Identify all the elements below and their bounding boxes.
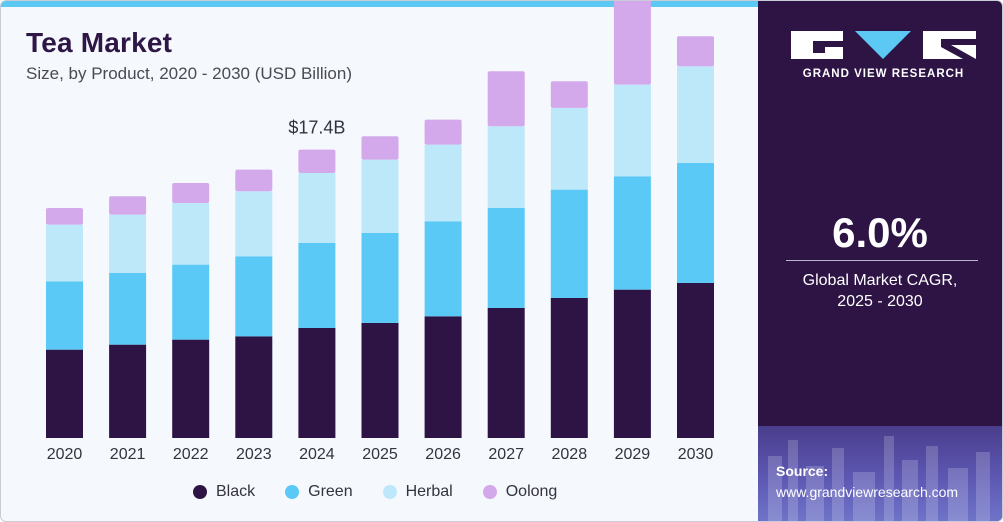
legend-item-herbal: Herbal [382,483,453,501]
bar-segment-herbal-2025 [361,159,399,233]
x-tick-label-2030: 2030 [678,446,714,463]
bar-segment-herbal-2029 [613,84,651,177]
legend-item-black: Black [193,483,255,501]
bar-segment-oolong-2029 [613,1,651,85]
bar-segment-oolong-2026 [424,119,462,145]
x-tick-label-2022: 2022 [173,446,209,463]
cagr-value: 6.0% [832,209,928,256]
bar-segment-green-2020 [46,281,83,350]
divider [786,260,978,261]
bar-segment-herbal-2021 [109,214,147,273]
x-tick-label-2026: 2026 [425,446,461,463]
bar-segment-green-2026 [424,221,462,317]
bar-segment-black-2020 [46,349,83,438]
bar-segment-black-2027 [487,307,525,438]
legend-label-green: Green [308,483,353,500]
legend-swatch-herbal [382,485,397,499]
bar-segment-oolong-2020 [46,207,83,225]
stacked-bar-chart: 2020 2021 2022 2023 2024 $17.4B 2025 2026 2027 20… [46,1,714,463]
bar-segment-herbal-2020 [46,224,83,282]
legend-label-black: Black [216,483,256,500]
legend-label-oolong: Oolong [505,483,558,500]
cagr-label-line1: Global Market CAGR, [802,272,958,289]
bar-segment-green-2028 [550,189,588,298]
x-tick-label-2024: 2024 [299,446,335,463]
x-tick-label-2023: 2023 [236,446,272,463]
chart-title: Tea Market [26,27,173,58]
chart-subtitle: Size, by Product, 2020 - 2030 (USD Billi… [26,64,352,83]
chart-legend: Black Green Herbal Oolong [193,481,587,503]
bar-segment-black-2025 [361,322,399,438]
bar-segment-black-2022 [172,339,210,438]
legend-swatch-green [285,485,300,499]
x-tick-label-2029: 2029 [615,446,651,463]
legend-label-herbal: Herbal [405,483,453,500]
bar-segment-green-2025 [361,232,399,323]
bar-segment-black-2024 [298,327,336,438]
legend-swatch-oolong [482,485,497,499]
x-tick-label-2021: 2021 [110,446,146,463]
cagr-label: Global Market CAGR, 2025 - 2030 [758,270,1002,312]
bar-segment-black-2021 [109,344,147,438]
bar-segment-herbal-2027 [487,126,525,208]
bar-segment-oolong-2021 [109,196,147,215]
bar-segment-oolong-2030 [677,36,714,67]
bar-segment-black-2026 [424,316,462,438]
legend-item-oolong: Oolong [482,483,558,501]
bar-segment-black-2023 [235,336,273,438]
bar-segment-oolong-2023 [235,169,273,192]
source-panel [758,426,1002,521]
bar-segment-oolong-2027 [487,71,525,127]
accent-bar [1,1,758,7]
x-tick-label-2027: 2027 [488,446,524,463]
bar-segment-green-2021 [109,272,147,345]
bar-segment-green-2024 [298,242,336,328]
x-tick-label-2028: 2028 [552,446,588,463]
bar-segment-green-2022 [172,264,210,340]
bar-segment-black-2030 [677,282,714,438]
bar-segment-oolong-2022 [172,182,210,203]
bar-segment-green-2030 [677,162,714,283]
cagr-label-line2: 2025 - 2030 [837,293,923,310]
gvr-logo-icon [791,31,976,59]
bar-segment-black-2029 [613,289,651,438]
bar-segment-herbal-2026 [424,144,462,222]
bar-segment-oolong-2028 [550,81,588,108]
brand-name: GRAND VIEW RESEARCH [802,68,965,80]
bar-segment-oolong-2024 [298,149,336,173]
bar-segment-herbal-2024 [298,172,336,243]
data-label-2024: $17.4B [288,118,345,138]
x-tick-label-2020: 2020 [47,446,83,463]
legend-swatch-black [193,485,207,499]
bar-segment-herbal-2022 [172,202,210,265]
x-tick-label-2025: 2025 [362,446,398,463]
bar-segment-black-2028 [550,297,588,438]
city-skyline-icon [768,436,990,521]
bar-segment-oolong-2025 [361,136,399,160]
bar-segment-herbal-2028 [550,107,588,190]
bar-segment-green-2029 [613,176,651,290]
bar-segment-green-2023 [235,256,273,337]
source-label: Source: [776,463,829,479]
bar-segment-herbal-2023 [235,191,273,257]
bar-segment-green-2027 [487,207,525,308]
bar-segment-herbal-2030 [677,66,714,163]
info-sidepanel: GRAND VIEW RESEARCH 6.0% Global Market C… [758,1,1002,521]
source-url[interactable]: www.grandviewresearch.com [776,484,959,500]
legend-item-green: Green [285,483,353,501]
